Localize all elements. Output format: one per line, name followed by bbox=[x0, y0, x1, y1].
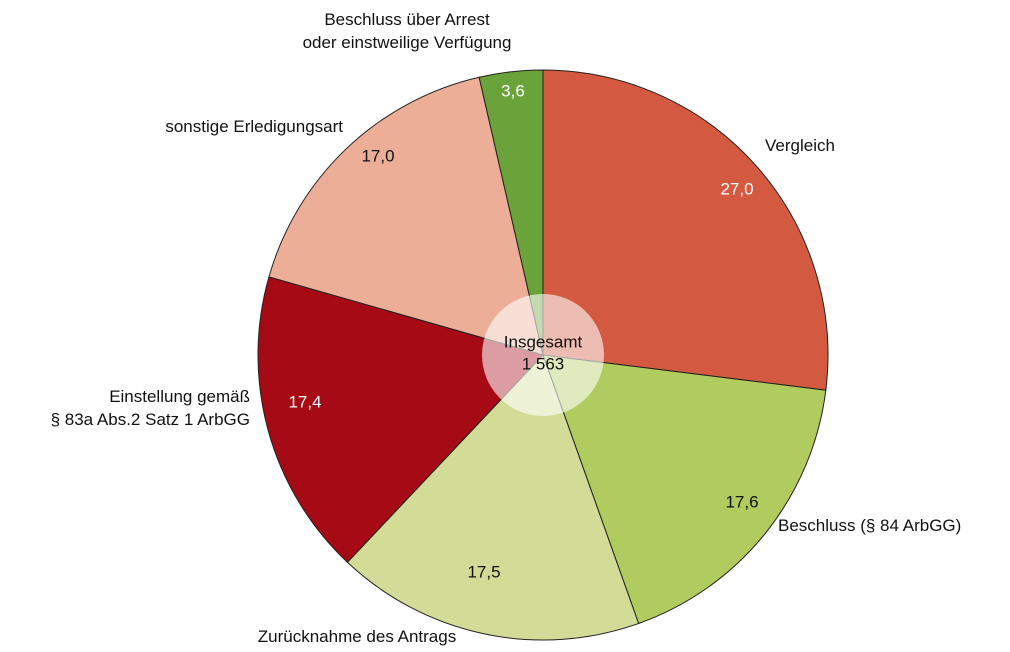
pie-slice bbox=[478, 69, 544, 356]
value-label: 17,5 bbox=[467, 562, 500, 581]
value-label: 17,6 bbox=[725, 492, 758, 511]
value-label: 17,0 bbox=[361, 146, 394, 165]
center-circle bbox=[482, 294, 604, 416]
category-label: Einstellung gemäß § 83a Abs.2 Satz 1 Arb… bbox=[50, 387, 250, 429]
pie-slice bbox=[542, 69, 829, 391]
category-label: Beschluss (§ 84 ArbGG) bbox=[778, 516, 962, 535]
value-label: 17,4 bbox=[288, 392, 321, 411]
pie-slice bbox=[542, 354, 827, 625]
category-label: Beschluss über Arrest oder einstweilige … bbox=[302, 10, 512, 52]
pie-slice bbox=[346, 354, 640, 641]
category-label: Vergleich bbox=[765, 136, 835, 155]
category-label: Zurücknahme des Antrags bbox=[257, 627, 457, 646]
center-title: Insgesamt bbox=[504, 332, 583, 351]
pie-slice bbox=[268, 76, 544, 356]
value-label: 27,0 bbox=[720, 179, 753, 198]
value-label: 3,6 bbox=[501, 81, 525, 100]
pie-slice bbox=[257, 276, 544, 563]
category-label: sonstige Erledigungsart bbox=[165, 117, 343, 136]
center-value: 1 563 bbox=[522, 354, 565, 373]
